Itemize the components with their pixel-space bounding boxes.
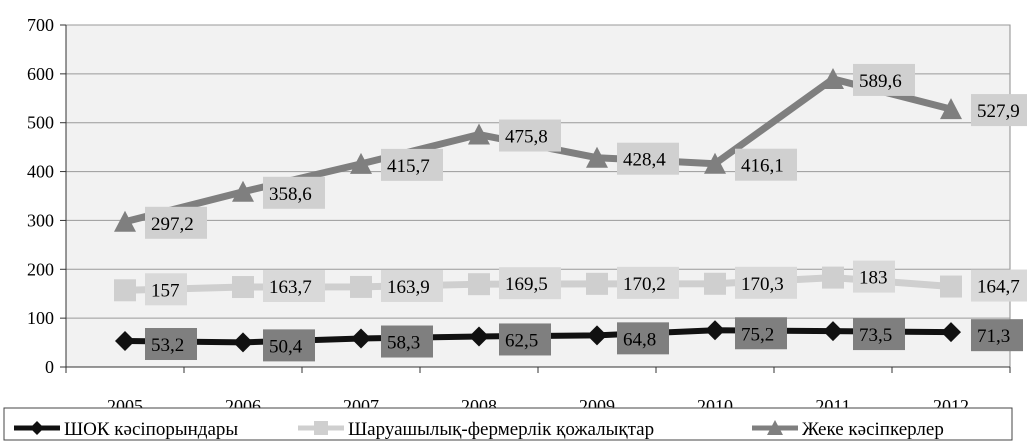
y-axis: 0 100 200 300 400 500 600 700	[27, 15, 67, 377]
data-label: 416,1	[741, 156, 784, 177]
data-label: 170,3	[741, 274, 784, 295]
data-point-square	[586, 272, 608, 295]
data-label: 527,9	[977, 101, 1020, 122]
data-label: 415,7	[387, 156, 430, 177]
data-point-triangle	[940, 98, 962, 120]
data-point-diamond	[351, 328, 371, 349]
data-point-triangle	[350, 152, 372, 174]
data-label-box	[971, 94, 1027, 127]
data-label-box	[971, 269, 1027, 302]
data-label-box	[263, 329, 315, 362]
data-label-box	[381, 148, 443, 181]
y-tick-label: 500	[27, 113, 54, 133]
data-label: 53,2	[151, 335, 184, 356]
data-label: 170,2	[623, 274, 666, 295]
data-label: 71,3	[977, 326, 1010, 347]
data-point-triangle	[114, 210, 136, 232]
data-label-box	[853, 63, 915, 96]
data-point-diamond	[587, 325, 607, 346]
data-label: 62,5	[505, 330, 538, 351]
data-label-box	[263, 270, 325, 303]
data-point-diamond	[823, 321, 843, 342]
data-label: 58,3	[387, 333, 420, 354]
data-label: 475,8	[505, 127, 548, 148]
data-label: 183	[859, 268, 888, 289]
data-labels: 53,2 50,4 58,3 62,5 64,8 75,2 73,5 71,3 157 163,7…	[145, 63, 1027, 362]
data-label: 164,7	[977, 277, 1020, 298]
y-tick-label: 100	[27, 308, 54, 328]
data-label: 297,2	[151, 214, 194, 235]
data-label-box	[145, 328, 197, 361]
data-label: 163,7	[269, 277, 312, 298]
data-point-diamond	[469, 326, 489, 347]
y-tick-label: 700	[27, 15, 54, 35]
legend-label: Шаруашылық-фермерлік қожалықтар	[348, 419, 654, 440]
data-label: 157	[151, 280, 180, 301]
data-label-box	[735, 266, 797, 299]
y-tick-label: 300	[27, 210, 54, 230]
data-label-box	[263, 176, 325, 209]
data-label: 64,8	[623, 329, 656, 350]
legend-label: Жеке кәсіпкерлер	[802, 419, 944, 440]
data-point-diamond	[115, 331, 135, 352]
data-label: 75,2	[741, 324, 774, 345]
data-label-box	[499, 119, 561, 152]
data-label: 73,5	[859, 325, 892, 346]
data-point-square	[350, 275, 372, 298]
data-label: 50,4	[269, 336, 303, 357]
data-point-square	[704, 272, 726, 295]
data-point-square	[232, 276, 254, 299]
y-tick-label: 0	[45, 357, 54, 377]
data-label-box	[145, 206, 207, 239]
data-label-box	[617, 266, 679, 299]
data-label: 589,6	[859, 71, 902, 92]
data-point-square	[468, 273, 490, 296]
data-label-box	[735, 148, 797, 181]
data-point-triangle	[586, 146, 608, 168]
data-label-box	[145, 273, 187, 306]
data-label-box	[499, 323, 551, 356]
data-point-triangle	[704, 152, 726, 174]
data-label-box	[381, 325, 433, 358]
data-label-box	[381, 269, 443, 302]
data-label-box	[735, 317, 787, 350]
data-label-box	[853, 318, 905, 351]
data-point-diamond	[941, 322, 961, 343]
data-point-triangle	[767, 420, 783, 435]
legend: ШОК кәсіпорындары Шаруашылық-фермерлік қо…	[3, 407, 1013, 441]
data-point-diamond	[705, 320, 725, 341]
data-label-box	[617, 142, 679, 175]
data-label-box	[617, 322, 669, 355]
data-label: 358,6	[269, 184, 312, 205]
data-label: 169,5	[505, 274, 548, 295]
data-point-diamond	[233, 332, 253, 353]
data-point-triangle	[232, 180, 254, 202]
data-label-box	[499, 267, 561, 300]
data-point-triangle	[468, 123, 490, 145]
data-point-square	[114, 279, 136, 302]
data-point-diamond	[30, 421, 44, 435]
data-label-box	[853, 260, 895, 293]
y-tick-label: 600	[27, 64, 54, 84]
data-label-box	[971, 319, 1023, 352]
y-tick-label: 200	[27, 259, 54, 279]
y-tick-label: 400	[27, 162, 54, 182]
data-point-square	[822, 266, 844, 289]
legend-label: ШОК кәсіпорындары	[64, 419, 238, 440]
data-point-square	[314, 421, 328, 435]
data-point-triangle	[822, 67, 844, 89]
legend-box	[3, 407, 1013, 441]
data-label: 428,4	[623, 150, 666, 171]
data-label: 163,9	[387, 277, 430, 298]
data-point-square	[940, 275, 962, 298]
